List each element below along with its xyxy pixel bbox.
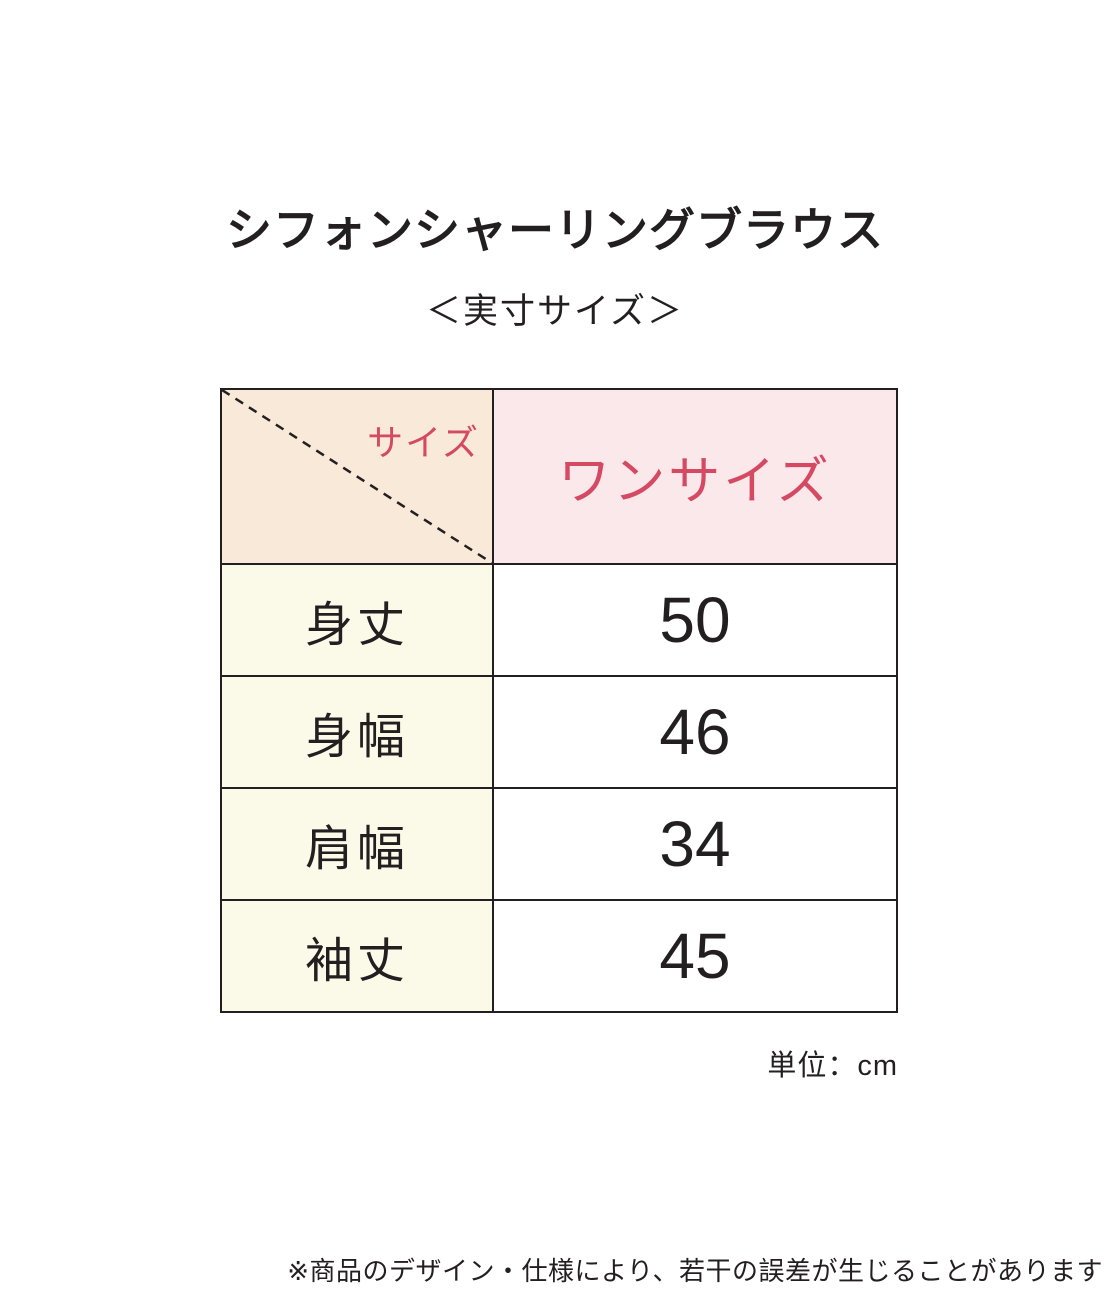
table-row: 身丈 50 [220,563,898,677]
measurement-value: 46 [492,675,898,789]
unit-note: 単位：cm [767,1050,898,1082]
table-row: 肩幅 34 [220,787,898,901]
measurement-value: 50 [492,563,898,677]
measurement-label: 身丈 [220,563,494,677]
table-row: 袖丈 45 [220,899,898,1013]
actual-size-heading: ＜実寸サイズ＞ [426,292,684,331]
size-spec-table: サイズ ワンサイズ 身丈 50 身幅 46 肩幅 34 袖丈 45 [220,388,898,1013]
table-header-row: サイズ ワンサイズ [220,388,898,565]
diagonal-dashed-line [222,390,492,563]
table-row: 身幅 46 [220,675,898,789]
size-column-header: ワンサイズ [492,388,898,565]
measurement-value: 45 [492,899,898,1013]
measurement-label: 肩幅 [220,787,494,901]
product-title: シフォンシャーリングブラウス [226,204,884,256]
measurement-value: 34 [492,787,898,901]
disclaimer-footnote: ※商品のデザイン・仕様により、若干の誤差が生じることがあります [287,1256,1103,1286]
corner-size-label: サイズ [367,422,480,463]
measurement-label: 身幅 [220,675,494,789]
measurement-label: 袖丈 [220,899,494,1013]
corner-cell: サイズ [220,388,494,565]
